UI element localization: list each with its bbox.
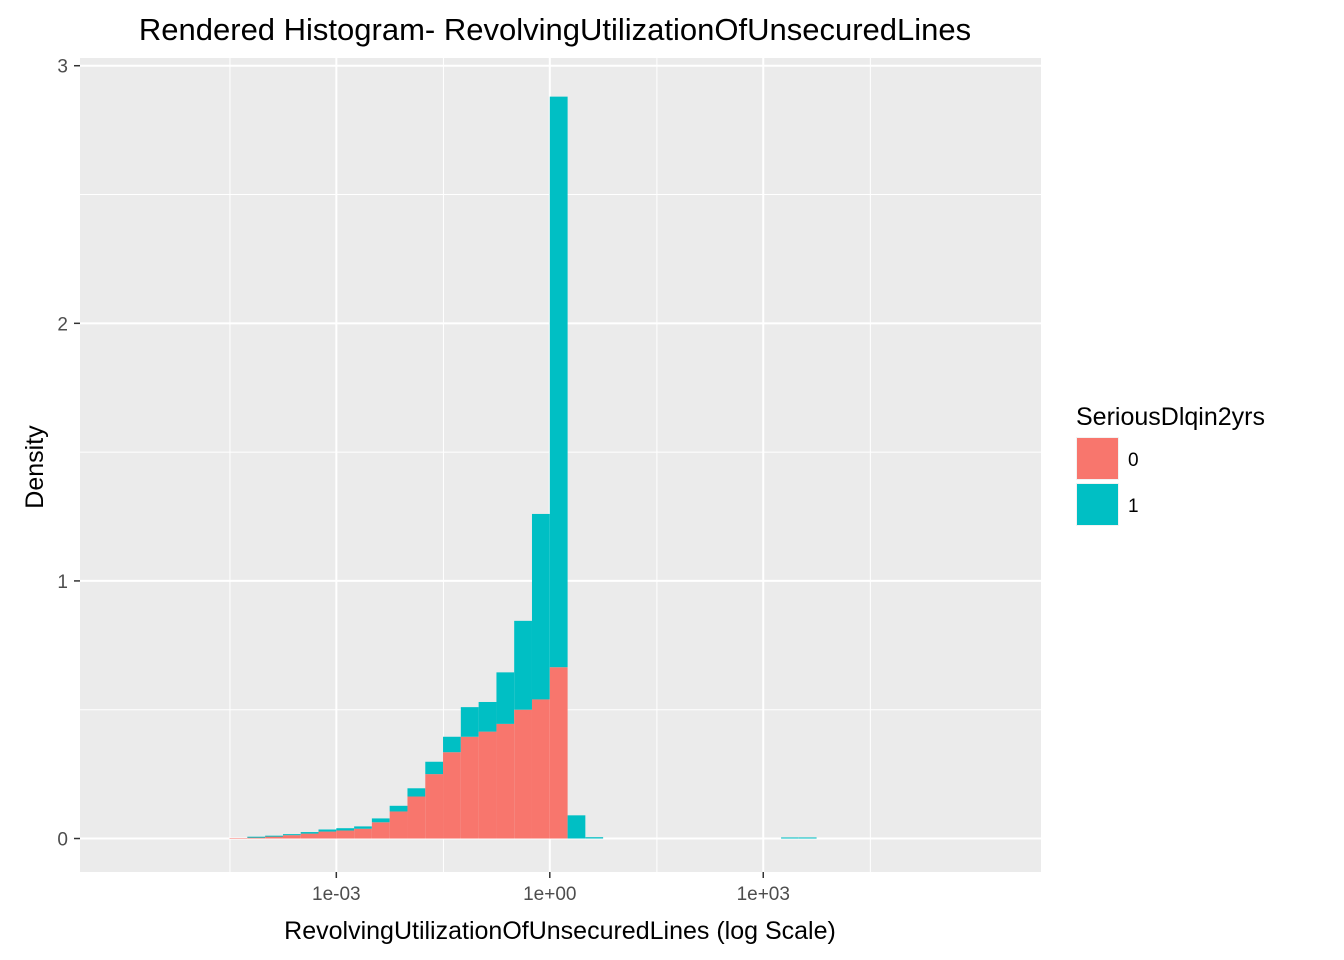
histogram-bar-class-1 (247, 836, 266, 838)
histogram-bar-class-0 (478, 731, 497, 839)
y-tick-label: 0 (57, 830, 68, 851)
y-tick-label: 2 (57, 314, 68, 335)
x-tick-label: 1e+00 (523, 884, 576, 905)
histogram-bar-class-0 (371, 822, 390, 839)
histogram-bar-class-0 (300, 833, 319, 839)
histogram-bar-class-1 (531, 513, 550, 700)
histogram-bar-class-0 (265, 836, 283, 839)
chart-title: Rendered Histogram- RevolvingUtilization… (139, 12, 971, 47)
histogram-bar-class-1 (282, 834, 301, 836)
histogram-bar-class-1 (798, 837, 817, 839)
histogram-bar-class-0 (336, 830, 355, 839)
histogram-bar-class-0 (531, 699, 550, 839)
legend-label: 0 (1128, 450, 1139, 471)
histogram-bar-class-0 (549, 667, 568, 839)
histogram-bar-class-0 (318, 831, 337, 839)
histogram-bar-class-1 (585, 837, 604, 839)
histogram-bar-class-1 (781, 837, 799, 839)
histogram-bar-class-1 (318, 829, 337, 832)
histogram-bar-class-1 (425, 761, 444, 775)
histogram-bar-class-1 (265, 835, 283, 837)
histogram-bar-class-1 (460, 707, 479, 737)
histogram-bar-class-1 (300, 832, 319, 834)
x-axis-title: RevolvingUtilizationOfUnsecuredLines (lo… (284, 917, 836, 945)
plot-panel (80, 58, 1041, 872)
histogram-bar-class-1 (407, 788, 426, 797)
histogram-bar-class-0 (425, 774, 444, 839)
legend-label: 1 (1128, 496, 1139, 517)
histogram-bar-class-1 (478, 701, 497, 732)
histogram-bar-class-0 (389, 811, 408, 839)
histogram-bar-class-1 (371, 818, 390, 823)
x-tick-label: 1e+03 (737, 884, 790, 905)
histogram-bar-class-0 (407, 796, 426, 839)
histogram-bar-class-0 (282, 835, 301, 839)
histogram-bar-class-0 (514, 709, 532, 839)
y-axis-title: Density (21, 425, 49, 509)
legend-swatch (1077, 484, 1118, 525)
histogram-bar-class-0 (229, 837, 248, 839)
histogram-bar-class-0 (496, 723, 515, 839)
y-tick-label: 3 (57, 57, 68, 78)
legend-title: SeriousDlqin2yrs (1076, 403, 1265, 431)
histogram-bar-class-1 (496, 672, 515, 724)
histogram-bar-class-1 (567, 815, 586, 839)
legend-swatch (1077, 438, 1118, 479)
legend: SeriousDlqin2yrs 0 1 (1076, 403, 1265, 526)
histogram-bar-class-1 (549, 96, 568, 668)
x-axis: 1e-03 1e+00 1e+03 (312, 872, 790, 905)
histogram-bar-class-1 (389, 805, 408, 812)
y-tick-label: 1 (57, 572, 68, 593)
histogram-bar-class-0 (443, 752, 461, 839)
x-tick-label: 1e-03 (312, 884, 361, 905)
histogram-bar-class-1 (336, 828, 355, 831)
histogram-bar-class-1 (354, 826, 372, 829)
histogram-bar-class-1 (443, 736, 461, 753)
histogram-bar-class-0 (247, 837, 266, 839)
histogram-bar-class-0 (460, 736, 479, 839)
histogram-bar-class-0 (354, 828, 372, 839)
histogram-bar-class-1 (514, 620, 532, 710)
y-axis: 0 1 2 3 (57, 57, 80, 851)
